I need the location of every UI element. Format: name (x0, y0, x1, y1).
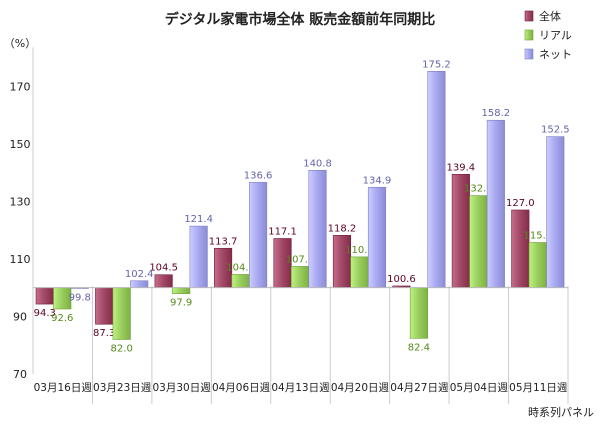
legend-label: ネット (539, 48, 572, 61)
data-label: 117.1 (268, 226, 297, 237)
bar-全体 (154, 274, 173, 288)
data-label: 121.4 (184, 214, 213, 225)
x-tick-label: 03月30日週 (152, 382, 211, 394)
bar-リアル (290, 266, 310, 288)
data-label: 136.6 (244, 170, 273, 181)
data-label: 97.9 (170, 298, 192, 309)
x-tick-label: 04月27日週 (390, 382, 449, 394)
data-label: 139.4 (447, 162, 476, 173)
data-label: 82.4 (408, 342, 430, 353)
data-label: 118.2 (328, 223, 357, 234)
bar-ネット (546, 136, 565, 288)
bar-ネット (189, 225, 208, 288)
data-label: 113.7 (209, 236, 238, 247)
y-axis-unit-label: （%） (4, 37, 36, 50)
bar-リアル (409, 287, 428, 339)
data-label: 102.4 (125, 269, 154, 280)
x-tick-label: 04月13日週 (271, 382, 330, 394)
y-tick-label: 150 (10, 138, 31, 151)
data-label: 158.2 (482, 108, 511, 119)
data-label: 92.6 (51, 313, 73, 324)
data-label: 94.3 (34, 308, 56, 319)
bar-リアル (112, 287, 131, 340)
data-label: 99.8 (69, 292, 91, 303)
data-label: 100.6 (387, 274, 416, 285)
chart-title: デジタル家電市場全体 販売金額前年同期比 (165, 11, 436, 28)
y-tick-label: 170 (10, 80, 31, 93)
bar-ネット (308, 169, 327, 288)
legend-swatch (524, 29, 534, 41)
bar-全体 (95, 287, 114, 325)
bar-ネット (130, 280, 149, 288)
data-label: 127.0 (506, 198, 535, 209)
bar-リアル (469, 195, 488, 288)
y-tick-label: 90 (13, 310, 27, 323)
bar-全体 (35, 287, 54, 305)
data-label: 110.7 (345, 245, 374, 256)
legend-label: リアル (539, 29, 572, 42)
data-label: 104.5 (149, 263, 178, 274)
bar-ネット (249, 182, 268, 288)
bar-全体 (332, 235, 352, 288)
bar-リアル (172, 287, 191, 295)
y-tick-label: 70 (13, 368, 27, 381)
data-label: 107.4 (286, 254, 315, 265)
x-tick-label: 03月16日週 (34, 382, 93, 394)
y-tick-label: 110 (10, 253, 31, 266)
x-tick-label: 04月06日週 (212, 382, 271, 394)
data-label: 82.0 (111, 343, 133, 354)
bar-ネット (367, 186, 387, 288)
x-tick-label: 05月04日週 (450, 382, 509, 394)
data-label: 132.0 (464, 184, 493, 195)
x-tick-label: 04月20日週 (331, 382, 390, 394)
bar-全体 (511, 209, 530, 288)
data-label: 140.8 (303, 158, 332, 169)
data-label: 152.5 (541, 125, 570, 136)
data-label: 134.9 (363, 175, 392, 186)
bar-リアル (350, 256, 369, 288)
x-tick-label: 03月23日週 (93, 382, 152, 394)
x-axis-note: 時系列パネル (528, 405, 594, 419)
data-label: 175.2 (422, 59, 451, 70)
bar-リアル (231, 274, 250, 288)
data-label: 104.6 (226, 262, 255, 273)
bar-ネット (427, 71, 446, 288)
legend-swatch (524, 48, 534, 60)
y-tick-label: 130 (10, 195, 31, 208)
data-label: 87.3 (93, 328, 115, 339)
data-label: 115.7 (523, 231, 552, 242)
bar-リアル (528, 242, 547, 288)
x-tick-label: 05月11日週 (509, 382, 568, 394)
bar-ネット (486, 119, 505, 288)
legend-label: 全体 (539, 9, 561, 23)
legend-swatch (524, 10, 534, 22)
